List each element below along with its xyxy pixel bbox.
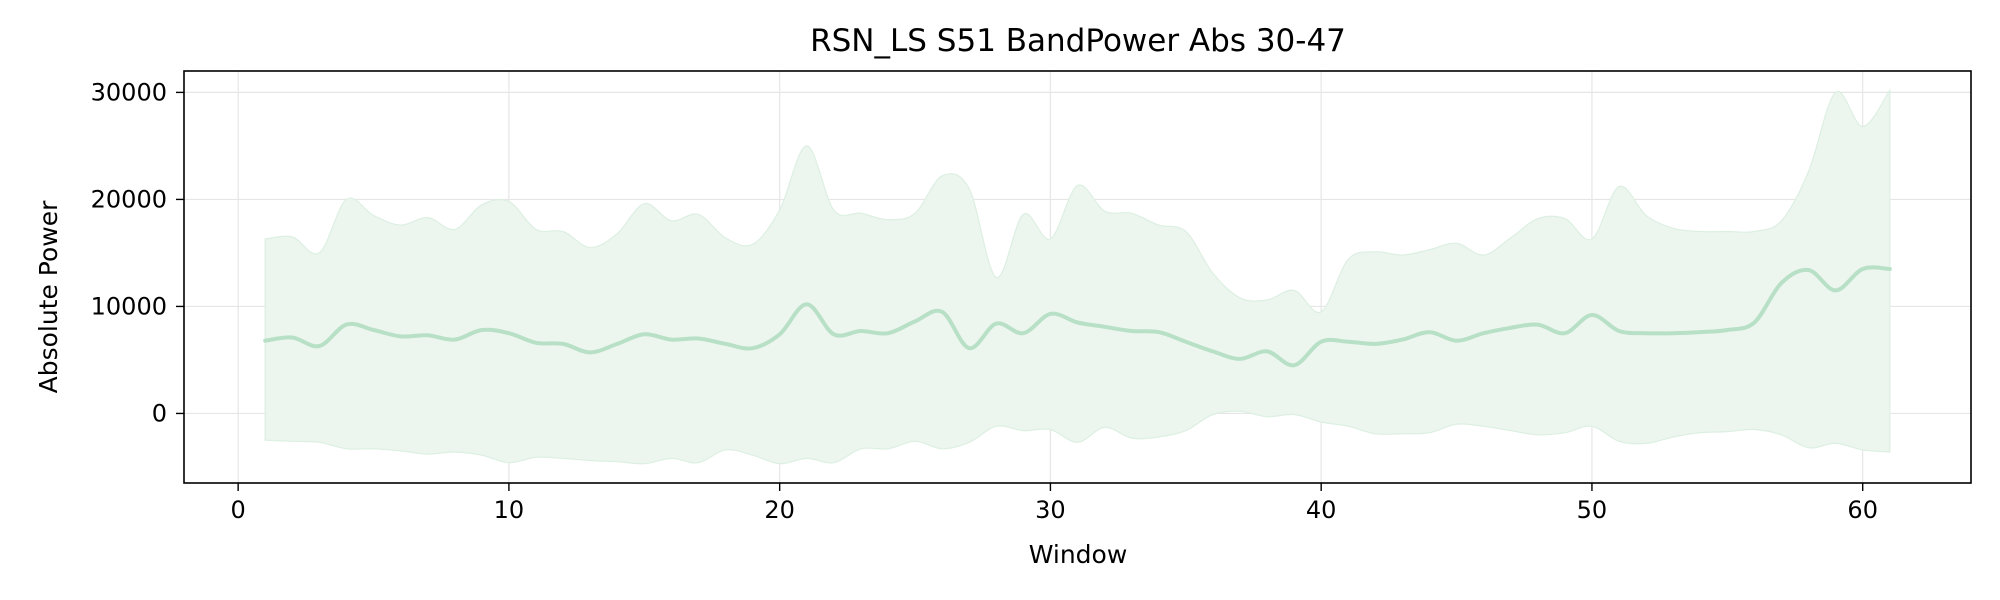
x-axis: 0 10 20 30 40 50 60 (231, 483, 1878, 524)
x-tick-label: 40 (1306, 496, 1337, 524)
y-axis-label: Absolute Power (34, 200, 63, 394)
y-axis: 0 10000 20000 30000 (91, 78, 184, 427)
y-tick-label: 20000 (91, 185, 167, 213)
x-tick-label: 30 (1035, 496, 1066, 524)
chart-title: RSN_LS S51 BandPower Abs 30-47 (810, 23, 1346, 59)
y-tick-label: 0 (152, 399, 167, 427)
y-tick-label: 30000 (91, 78, 167, 106)
x-tick-label: 0 (231, 496, 246, 524)
y-tick-label: 10000 (91, 292, 167, 320)
x-tick-label: 10 (494, 496, 525, 524)
mean-line (263, 265, 1892, 368)
x-tick-label: 50 (1577, 496, 1608, 524)
std-band (264, 88, 1891, 465)
x-axis-label: Window (1029, 540, 1128, 569)
x-tick-label: 20 (764, 496, 795, 524)
x-tick-label: 60 (1847, 496, 1878, 524)
plot-frame (183, 70, 1972, 484)
